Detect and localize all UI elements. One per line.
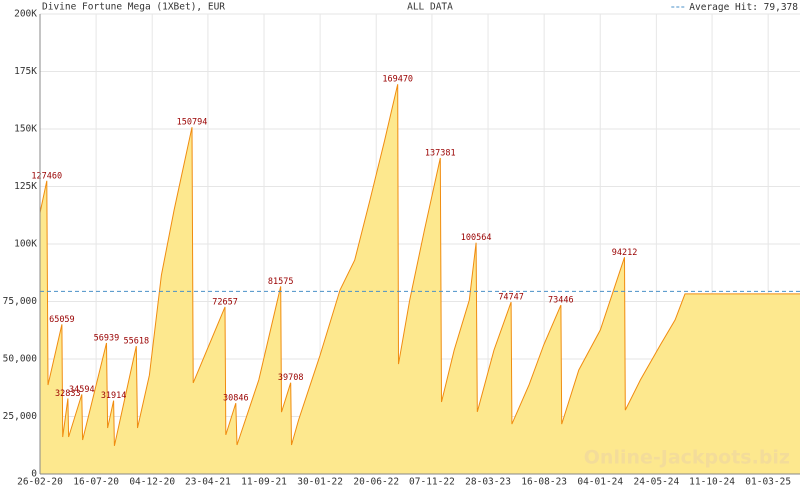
- area-layer: [40, 84, 800, 474]
- data-label: 127460: [31, 171, 62, 181]
- y-tick-label: 150K: [14, 124, 37, 135]
- x-tick-label: 28-03-23: [465, 477, 511, 488]
- data-label: 31914: [101, 391, 127, 401]
- data-label: 94212: [612, 248, 638, 258]
- data-label: 150794: [177, 118, 208, 128]
- y-tick-label: 0: [31, 469, 37, 480]
- x-tick-label: 01-03-25: [745, 477, 791, 488]
- x-tick-label: 16-07-20: [73, 477, 119, 488]
- legend: Average Hit: 79,378: [671, 2, 798, 13]
- x-tick-label: 16-08-23: [521, 477, 567, 488]
- data-label: 81575: [268, 277, 294, 287]
- y-tick-label: 175K: [14, 66, 37, 77]
- data-label: 34594: [69, 385, 95, 395]
- x-tick-label: 30-01-22: [297, 477, 343, 488]
- x-tick-label: 23-04-21: [185, 477, 231, 488]
- x-tick-label: 07-11-22: [409, 477, 455, 488]
- y-tick-label: 200K: [14, 9, 37, 20]
- y-tick-label: 50,000: [3, 354, 38, 365]
- x-tick-label: 24-05-24: [633, 477, 679, 488]
- data-label: 137381: [425, 149, 456, 159]
- y-tick-label: 25,000: [3, 411, 38, 422]
- data-label: 39708: [278, 373, 304, 383]
- legend-name: Average Hit:: [689, 2, 758, 13]
- legend-text: Average Hit: 79,378: [689, 2, 798, 13]
- legend-value: 79,378: [764, 2, 799, 13]
- line: [39, 84, 800, 447]
- data-label: 169470: [382, 75, 413, 85]
- data-label: 30846: [223, 394, 249, 404]
- chart-subtitle: ALL DATA: [407, 2, 453, 13]
- y-tick-label: 100K: [14, 239, 37, 250]
- data-label: 74747: [498, 293, 524, 303]
- data-label: 56939: [94, 334, 120, 344]
- x-tick-label: 11-09-21: [241, 477, 287, 488]
- data-label: 100564: [461, 233, 492, 243]
- chart-title: Divine Fortune Mega (1XBet), EUR: [42, 2, 225, 13]
- area: [40, 84, 800, 474]
- y-tick-label: 75,000: [3, 296, 38, 307]
- data-label: 32833: [55, 389, 81, 399]
- x-tick-label: 04-12-20: [129, 477, 175, 488]
- data-label: 72657: [212, 297, 238, 307]
- data-label: 65059: [49, 315, 75, 325]
- x-tick-label: 26-02-20: [17, 477, 63, 488]
- y-tick-label: 125K: [14, 181, 37, 192]
- watermark: Online-Jackpots.biz: [584, 447, 790, 469]
- x-tick-label: 20-06-22: [353, 477, 399, 488]
- x-tick-label: 11-10-24: [689, 477, 735, 488]
- data-label: 55618: [123, 337, 149, 347]
- data-label: 73446: [548, 296, 574, 306]
- x-tick-label: 04-01-24: [577, 477, 623, 488]
